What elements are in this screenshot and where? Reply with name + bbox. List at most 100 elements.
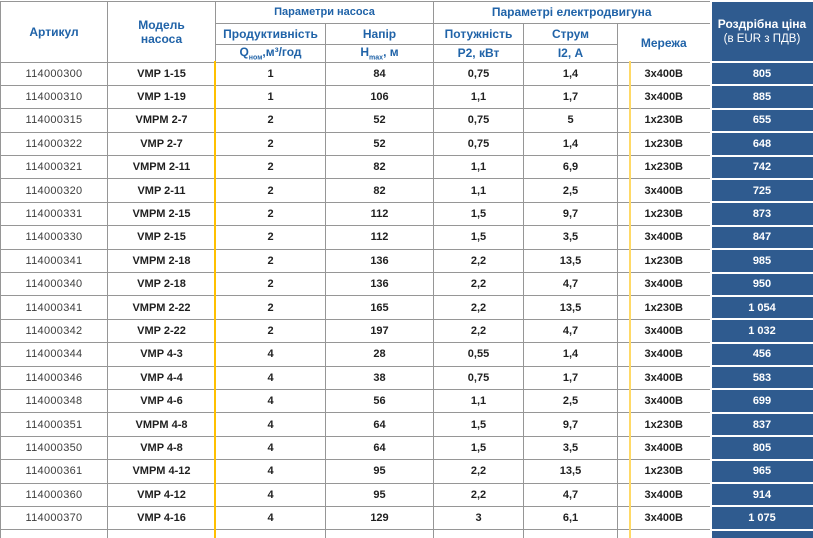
group-header-pump-params: Параметри насоса <box>215 0 434 24</box>
p2-cell: 0,75 <box>433 61 524 86</box>
q-cell: 2 <box>215 108 326 133</box>
table-row: 114000330 VMP 2-15 2 112 1,5 3,5 3x400В 847 <box>0 224 813 251</box>
p2-cell: 0,75 <box>433 365 524 390</box>
q-cell: 4 <box>215 412 326 437</box>
model-cell: VMP 4-8 <box>107 435 216 461</box>
h-cell: 106 <box>325 84 434 110</box>
article-cell: 114000331 <box>0 201 108 227</box>
article-cell: 114000361 <box>0 459 108 484</box>
table-row: 114000341 VMPM 2-18 2 136 2,2 13,5 1x230В 985 <box>0 248 813 274</box>
q-cell: 1 <box>215 61 326 86</box>
article-cell: 114000330 <box>0 225 108 250</box>
model-cell: VMPM 2-7 <box>107 108 216 133</box>
q-cell: 4 <box>215 459 326 484</box>
col-header-model: Модель насоса <box>107 0 216 63</box>
i2-cell: 9,7 <box>523 412 618 437</box>
price-cell: 985 <box>709 248 813 274</box>
col-header-article: Артикул <box>0 0 108 63</box>
h-cell: 52 <box>325 108 434 133</box>
network-cell: 3x400В <box>617 482 711 507</box>
q-cell: 4 <box>215 435 326 461</box>
empty-cell <box>0 529 108 538</box>
i2-cell: 4,7 <box>523 482 618 507</box>
i2-cell: 9,7 <box>523 201 618 227</box>
article-cell: 114000360 <box>0 482 108 507</box>
table-row: 114000315 VMPM 2-7 2 52 0,75 5 1x230В 655 <box>0 107 813 134</box>
price-cell: 1 075 <box>709 505 813 531</box>
table-row: 114000360 VMP 4-12 4 95 2,2 4,7 3x400В 914 <box>0 482 813 508</box>
model-cell: VMP 2-7 <box>107 131 216 157</box>
h-cell: 82 <box>325 178 434 203</box>
empty-cell <box>433 529 524 538</box>
table-header: Артикул Модель насоса Параметри насоса П… <box>0 0 813 63</box>
network-cell: 3x400В <box>617 365 711 390</box>
p2-cell: 2,2 <box>433 295 524 320</box>
network-cell: 1x230В <box>617 295 711 320</box>
h-cell: 56 <box>325 388 434 414</box>
col-header-current: Струм <box>523 22 618 45</box>
price-cell: 965 <box>709 458 813 485</box>
p2-cell: 2,2 <box>433 459 524 484</box>
power-unit-label: P2, кВт <box>433 43 524 63</box>
table-row: 114000310 VMP 1-19 1 106 1,1 1,7 3x400В 885 <box>0 84 813 110</box>
col-header-head: Напір <box>325 22 434 45</box>
i2-cell: 1,7 <box>523 84 618 110</box>
network-cell: 3x400В <box>617 225 711 250</box>
h-cell: 28 <box>325 342 434 367</box>
model-cell: VMPM 2-18 <box>107 248 216 274</box>
h-cell: 84 <box>325 61 434 86</box>
h-cell: 197 <box>325 318 434 344</box>
p2-cell: 3 <box>433 505 524 531</box>
q-cell: 2 <box>215 225 326 250</box>
i2-cell: 4,7 <box>523 318 618 344</box>
h-cell: 165 <box>325 295 434 320</box>
model-header-line1: Модель <box>138 17 185 32</box>
price-cell: 742 <box>709 154 813 180</box>
price-cell: 885 <box>709 84 813 110</box>
table-row: 114000348 VMP 4-6 4 56 1,1 2,5 3x400В 699 <box>0 388 813 414</box>
price-cell: 1 054 <box>709 294 813 321</box>
p2-cell: 1,1 <box>433 388 524 414</box>
q-cell: 4 <box>215 388 326 414</box>
h-cell: 136 <box>325 272 434 297</box>
network-cell: 1x230В <box>617 459 711 484</box>
table-row: 114000322 VMP 2-7 2 52 0,75 1,4 1x230В 648 <box>0 131 813 157</box>
article-cell: 114000322 <box>0 131 108 157</box>
p2-cell: 1,1 <box>433 178 524 203</box>
network-cell: 3x400В <box>617 388 711 414</box>
price-cell: 583 <box>709 365 813 391</box>
network-cell: 3x400В <box>617 61 711 86</box>
p2-cell: 1,1 <box>433 155 524 180</box>
p2-cell: 2,2 <box>433 482 524 507</box>
price-cell: 950 <box>709 271 813 297</box>
table-row: 114000331 VMPM 2-15 2 112 1,5 9,7 1x230В 873 <box>0 201 813 227</box>
model-cell: VMP 2-22 <box>107 318 216 344</box>
price-header-line2: (в EUR з ПДВ) <box>723 33 801 45</box>
network-cell: 3x400В <box>617 318 711 344</box>
header-row-units: Qном,м³/год Hmax, м P2, кВт I2, А <box>1 43 813 63</box>
table-row: 114000346 VMP 4-4 4 38 0,75 1,7 3x400В 583 <box>0 365 813 391</box>
network-cell: 3x400В <box>617 342 711 367</box>
network-cell: 1x230В <box>617 131 711 157</box>
table-row: 114000321 VMPM 2-11 2 82 1,1 6,9 1x230В 742 <box>0 154 813 180</box>
p2-cell: 0,75 <box>433 131 524 157</box>
h-cell: 129 <box>325 505 434 531</box>
p2-cell: 1,5 <box>433 225 524 250</box>
model-cell: VMP 1-15 <box>107 61 216 86</box>
model-cell: VMP 2-11 <box>107 178 216 203</box>
price-cell: 805 <box>709 435 813 461</box>
price-cell: 873 <box>709 201 813 227</box>
i2-cell: 3,5 <box>523 225 618 250</box>
p2-cell: 0,75 <box>433 108 524 133</box>
article-cell: 114000344 <box>0 342 108 367</box>
model-cell: VMPM 4-12 <box>107 459 216 484</box>
p2-cell: 0,55 <box>433 342 524 367</box>
head-unit-label: Hmax, м <box>325 43 434 63</box>
article-cell: 114000346 <box>0 365 108 390</box>
model-cell: VMP 4-3 <box>107 342 216 367</box>
network-cell: 1x230В <box>617 155 711 180</box>
empty-cell <box>107 529 216 538</box>
group-header-motor-params: Параметрі електродвигуна <box>433 0 711 24</box>
article-cell: 114000341 <box>0 295 108 320</box>
